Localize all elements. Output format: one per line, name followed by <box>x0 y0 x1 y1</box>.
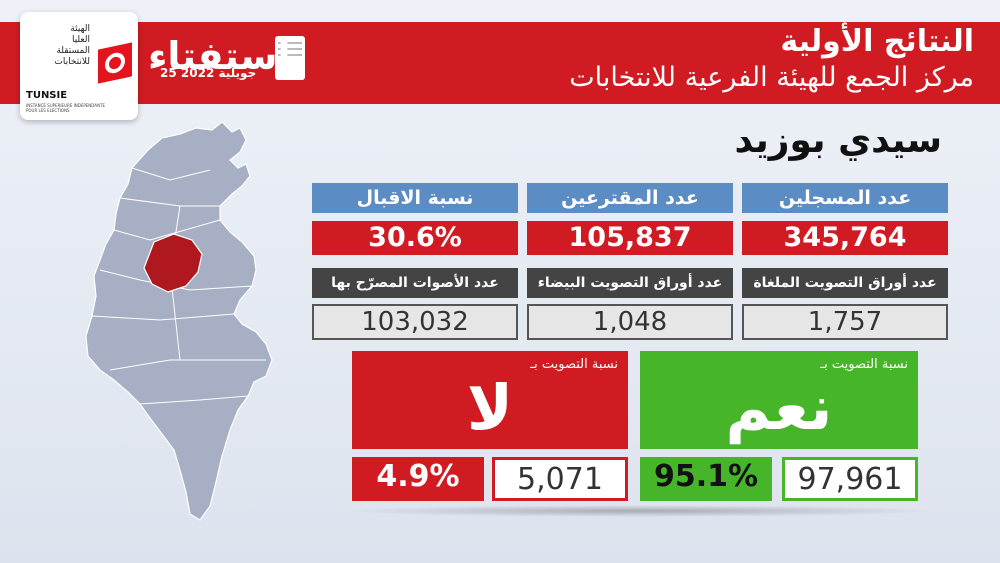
no-vote-word: لا <box>466 371 514 444</box>
turnout-card: نسبة الاقبال 30.6% <box>312 183 518 255</box>
no-vote-percent: 4.9% <box>352 457 484 501</box>
yes-vote-label: نسبة التصويت بـ <box>820 357 908 372</box>
logo-arabic-text: الهيئة العليا المستقلة للانتخابات <box>54 24 90 67</box>
valid-votes-value: 103,032 <box>312 304 518 340</box>
header-band <box>0 22 1000 104</box>
logo-french-text: INSTANCE SUPERIEURE INDEPENDANTE POUR LE… <box>26 103 105 113</box>
registered-card: عدد المسجلين 345,764 <box>742 183 948 255</box>
logo-english-text: TUNSIE <box>26 90 68 101</box>
isie-logo: الهيئة العليا المستقلة للانتخابات TUNSIE… <box>20 12 138 120</box>
yes-vote-percent: 95.1% <box>640 457 772 501</box>
header-subtitle: مركز الجمع للهيئة الفرعية للانتخابات <box>569 62 974 93</box>
tunisia-flag-icon <box>98 42 132 84</box>
tunisia-map-shape <box>85 121 273 521</box>
voters-label: عدد المقترعين <box>527 183 733 213</box>
voters-value: 105,837 <box>527 221 733 255</box>
turnout-label: نسبة الاقبال <box>312 183 518 213</box>
blank-ballots-label: عدد أوراق التصويت البيضاء <box>527 268 733 298</box>
referendum-title: استفتاء <box>148 34 291 78</box>
panel-shadow <box>340 505 940 517</box>
referendum-date: 25 جويلية 2022 <box>160 66 257 80</box>
ballot-box-icon <box>275 36 305 80</box>
voters-card: عدد المقترعين 105,837 <box>527 183 733 255</box>
valid-votes-card: عدد الأصوات المصرّح بها 103,032 <box>312 268 518 340</box>
registered-value: 345,764 <box>742 221 948 255</box>
no-vote-panel: نسبة التصويت بـ لا <box>352 351 628 449</box>
cancelled-ballots-card: عدد أوراق التصويت الملغاة 1,757 <box>742 268 948 340</box>
cancelled-ballots-label: عدد أوراق التصويت الملغاة <box>742 268 948 298</box>
valid-votes-label: عدد الأصوات المصرّح بها <box>312 268 518 298</box>
no-vote-label: نسبة التصويت بـ <box>530 357 618 372</box>
registered-label: عدد المسجلين <box>742 183 948 213</box>
sidi-bouzid-region <box>143 233 203 293</box>
cancelled-ballots-value: 1,757 <box>742 304 948 340</box>
blank-ballots-card: عدد أوراق التصويت البيضاء 1,048 <box>527 268 733 340</box>
no-vote-count: 5,071 <box>492 457 628 501</box>
blank-ballots-value: 1,048 <box>527 304 733 340</box>
region-name: سيدي بوزيد <box>734 120 942 161</box>
yes-vote-count: 97,961 <box>782 457 918 501</box>
yes-vote-word: نعم <box>725 371 833 444</box>
yes-vote-panel: نسبة التصويت بـ نعم <box>640 351 918 449</box>
header-title: النتائج الأولية <box>780 24 974 59</box>
tunisia-map <box>85 121 273 521</box>
turnout-value: 30.6% <box>312 221 518 255</box>
